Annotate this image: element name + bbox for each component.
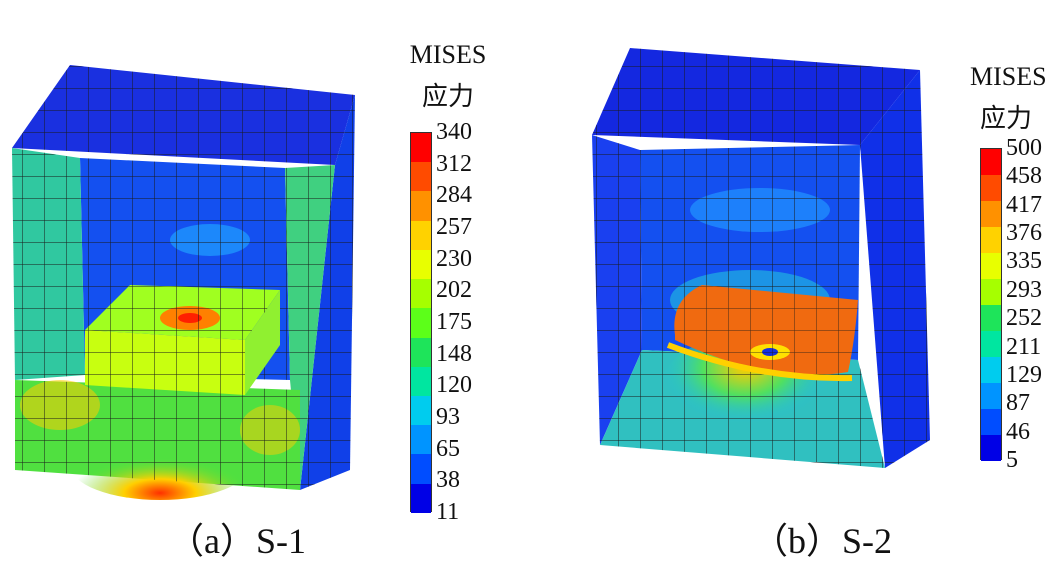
colorbar-swatch <box>411 366 431 396</box>
legend-tick-label: 230 <box>436 245 472 272</box>
legend-tick-label: 257 <box>436 214 472 240</box>
colorbar-swatch <box>981 435 1001 461</box>
legend-tick-label: 38 <box>436 467 460 494</box>
legend-tick-label: 340 <box>436 119 472 145</box>
colorbar-swatch <box>411 308 431 338</box>
legend-tick-label: 93 <box>436 404 460 430</box>
legend-tick-label: 458 <box>1006 163 1042 190</box>
colorbar-swatch <box>411 337 431 367</box>
legend-subtitle: 应力 <box>421 82 474 111</box>
legend-colorbar <box>980 148 1002 461</box>
colorbar-swatch <box>411 220 431 250</box>
colorbar-swatch <box>981 331 1001 357</box>
legend-tick-label: 46 <box>1006 418 1030 445</box>
colorbar-swatch <box>981 227 1001 253</box>
colorbar-swatch <box>411 483 431 513</box>
legend-title: MISES <box>970 62 1047 91</box>
colorbar-swatch <box>411 395 431 426</box>
legend-tick-label: 87 <box>1006 390 1030 417</box>
legend-tick-label: 293 <box>1006 276 1042 303</box>
colorbar-swatch <box>981 305 1001 331</box>
legend-tick-label: 211 <box>1006 333 1042 360</box>
colorbar-swatch <box>411 249 431 280</box>
legend-subtitle: 应力 <box>980 104 1033 133</box>
legend-tick-label: 148 <box>436 340 472 367</box>
legend-tick-label: 175 <box>436 309 472 335</box>
colorbar-swatch <box>981 279 1001 305</box>
caption-s2: （b）S-2 <box>752 521 893 561</box>
legend-tick-label: 376 <box>1006 220 1042 247</box>
legend-tick-label: 11 <box>436 499 460 525</box>
caption-s1: （a）S-1 <box>168 521 306 561</box>
colorbar-swatch <box>411 425 431 455</box>
legend-tick-label: 120 <box>436 372 472 399</box>
panel-s2: MISES 应力 500 458 417 376 335 293 252 211 129 87 46… <box>530 0 1059 566</box>
legend-title: MISES <box>409 40 487 69</box>
colorbar-swatch <box>981 253 1001 279</box>
legend-tick-label: 417 <box>1006 191 1042 218</box>
colorbar-swatch <box>981 201 1001 227</box>
colorbar-swatch <box>981 357 1001 383</box>
legend-tick-label: 5 <box>1006 447 1018 473</box>
legend-tick-label: 335 <box>1006 248 1042 275</box>
legend-tick-label: 65 <box>436 435 460 462</box>
colorbar-swatch <box>411 279 431 309</box>
colorbar-swatch <box>411 191 431 221</box>
fe-model-s1 <box>12 65 355 500</box>
panel-s1: MISES 应力 340 312 284 257 230 202 175 148 120 93 65… <box>12 40 487 561</box>
legend-tick-label: 500 <box>1006 135 1042 161</box>
colorbar-swatch <box>981 175 1001 201</box>
legend-tick-label: 252 <box>1006 305 1042 332</box>
colorbar-swatch <box>981 149 1001 175</box>
legend-colorbar <box>410 132 432 513</box>
legend-tick-label: 312 <box>436 150 472 177</box>
legend-tick-label: 284 <box>436 182 472 209</box>
colorbar-swatch <box>411 133 431 163</box>
colorbar-swatch <box>981 409 1001 435</box>
legend-tick-label: 202 <box>436 277 472 304</box>
legend-tick-label: 129 <box>1006 361 1042 388</box>
colorbar-swatch <box>981 383 1001 409</box>
fe-model-s2 <box>592 48 930 468</box>
colorbar-swatch <box>411 162 431 192</box>
colorbar-swatch <box>411 454 431 484</box>
